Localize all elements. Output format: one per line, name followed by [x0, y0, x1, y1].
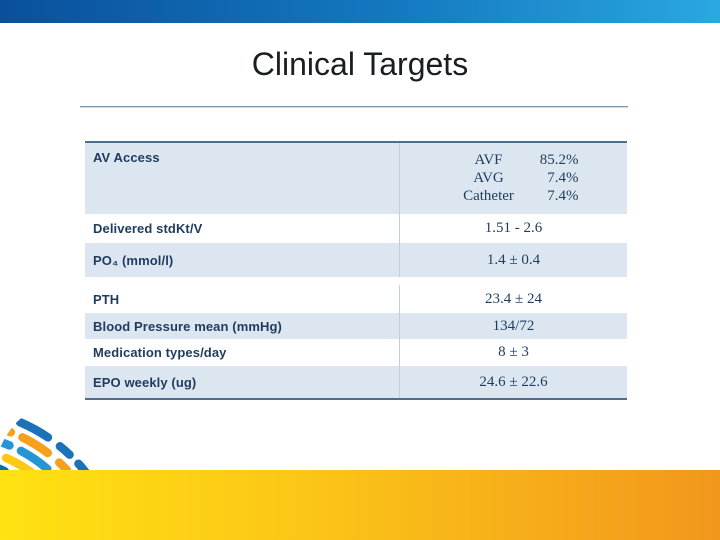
- row-value: AVF 85.2% AVG 7.4% Catheter 7.4%: [399, 143, 627, 214]
- access-type-label: AVG: [473, 170, 504, 186]
- table-row-medication: Medication types/day 8 ± 3: [85, 339, 627, 366]
- table-row-blood-pressure: Blood Pressure mean (mmHg) 134/72: [85, 313, 627, 339]
- row-label: PTH: [93, 291, 120, 307]
- row-value: 134/72: [399, 313, 627, 339]
- av-access-entry: Catheter 7.4%: [449, 188, 579, 205]
- access-type-label: AVF: [474, 152, 503, 168]
- clinical-targets-table: AV Access AVF 85.2% AVG 7.4% Catheter 7.…: [85, 141, 627, 400]
- row-label: Medication types/day: [93, 345, 227, 360]
- slide-title: Clinical Targets: [251, 46, 469, 82]
- access-type-label: Catheter: [463, 188, 514, 204]
- access-type-value: 85.2%: [539, 152, 579, 168]
- row-label: EPO weekly (ug): [93, 374, 197, 390]
- av-access-entry: AVG 7.4%: [449, 170, 579, 187]
- row-value: 1.51 - 2.6: [399, 214, 627, 243]
- row-value: 24.6 ± 22.6: [399, 366, 627, 398]
- row-label: Blood Pressure mean (mmHg): [93, 318, 282, 334]
- top-accent-bar: [0, 0, 720, 23]
- av-access-entry: AVF 85.2%: [449, 152, 579, 169]
- table-row-pth: PTH 23.4 ± 24: [85, 285, 627, 313]
- table-row-po4: PO₄ (mmol/l) 1.4 ± 0.4: [85, 243, 627, 277]
- table-row-delivered-stdktv: Delivered stdKt/V 1.51 - 2.6: [85, 214, 627, 243]
- row-value: 8 ± 3: [399, 339, 627, 366]
- title-divider: [80, 106, 628, 107]
- row-label: PO₄ (mmol/l): [93, 252, 174, 268]
- access-type-value: 7.4%: [547, 188, 579, 204]
- access-type-value: 7.4%: [547, 170, 579, 186]
- bottom-accent-band: [0, 470, 720, 540]
- row-value: 1.4 ± 0.4: [399, 243, 627, 277]
- row-value: 23.4 ± 24: [399, 285, 627, 313]
- table-row-av-access: AV Access AVF 85.2% AVG 7.4% Catheter 7.…: [85, 143, 627, 214]
- row-label: AV Access: [93, 150, 160, 165]
- table-row-epo: EPO weekly (ug) 24.6 ± 22.6: [85, 366, 627, 398]
- row-label: Delivered stdKt/V: [93, 221, 203, 236]
